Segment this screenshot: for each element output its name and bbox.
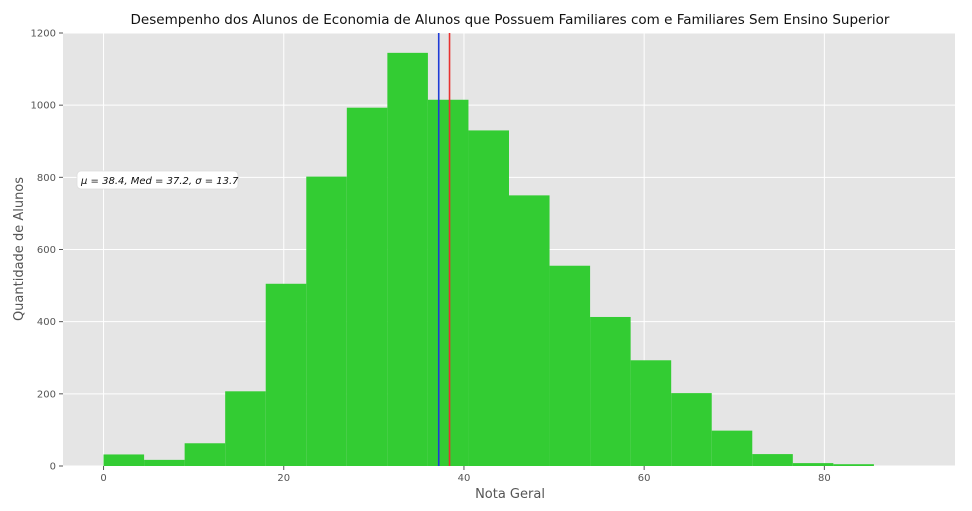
histogram-bar	[630, 360, 672, 466]
histogram-bar	[671, 393, 712, 466]
y-tick-label: 0	[50, 462, 56, 473]
histogram-bar	[792, 463, 834, 466]
stats-annotation-text: μ = 38.4, Med = 37.2, σ = 13.7	[80, 176, 239, 187]
y-tick-label: 400	[37, 317, 56, 328]
chart-title: Desempenho dos Alunos de Economia de Alu…	[131, 12, 890, 28]
histogram-bar	[468, 130, 509, 467]
y-axis-ticks: 0 200 400 600 800 1000 1200	[31, 29, 63, 473]
y-tick-label: 800	[37, 173, 56, 184]
histogram-bars	[103, 52, 874, 467]
histogram-bar	[225, 391, 266, 466]
histogram-bar	[711, 430, 753, 466]
y-tick-label: 1000	[31, 101, 56, 112]
x-tick-label: 0	[100, 473, 106, 484]
stats-annotation-box	[76, 170, 239, 190]
x-axis-ticks: 0 20 40 60 80	[100, 466, 831, 484]
reference-lines	[437, 33, 451, 466]
y-tick-label: 200	[37, 389, 56, 400]
histogram-bar	[103, 454, 145, 466]
histogram-bar	[590, 316, 631, 466]
histogram-bar	[387, 52, 428, 467]
histogram-bar	[184, 443, 226, 466]
histogram-bar	[265, 283, 307, 466]
histogram-bar	[752, 454, 793, 466]
x-tick-label: 60	[638, 473, 651, 484]
stats-annotation: μ = 38.4, Med = 37.2, σ = 13.7	[76, 170, 239, 190]
x-tick-label: 40	[458, 473, 471, 484]
histogram-bar	[306, 176, 347, 466]
histogram-bar	[427, 99, 469, 467]
y-tick-label: 1200	[31, 29, 56, 40]
y-tick-label: 600	[37, 245, 56, 256]
histogram-bar	[346, 107, 388, 466]
y-axis-label: Quantidade de Alunos	[12, 177, 27, 321]
histogram-bar	[509, 195, 550, 466]
histogram-bar	[549, 265, 591, 466]
x-tick-label: 20	[277, 473, 290, 484]
x-tick-label: 80	[818, 473, 831, 484]
histogram-bar	[833, 464, 874, 466]
x-axis-label: Nota Geral	[475, 487, 545, 502]
histogram-bar	[144, 459, 185, 466]
